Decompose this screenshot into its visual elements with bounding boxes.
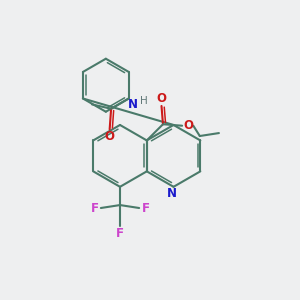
Text: O: O [157,92,166,105]
Text: O: O [105,130,115,143]
Text: O: O [184,119,194,132]
Text: F: F [90,202,98,214]
Text: F: F [116,226,124,239]
Text: F: F [142,202,150,214]
Text: N: N [167,187,177,200]
Text: N: N [128,98,138,111]
Text: H: H [140,96,148,106]
